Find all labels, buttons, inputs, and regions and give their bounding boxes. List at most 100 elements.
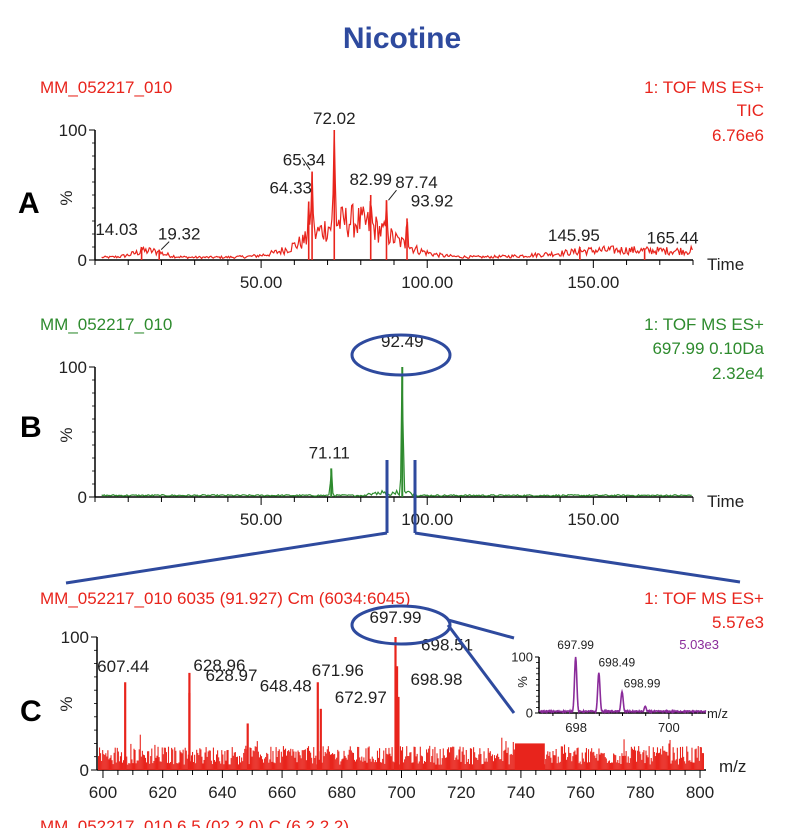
peak-label: 72.02 xyxy=(313,109,356,128)
panel-b-ylabel: % xyxy=(57,427,76,442)
x-tick-label: 660 xyxy=(268,783,296,802)
panel-a-xlabel: Time xyxy=(707,255,744,274)
leader-line xyxy=(388,189,397,201)
highlight-ellipse-697-99 xyxy=(350,604,452,646)
peak-label: 71.11 xyxy=(309,443,350,462)
panel-a-axes: 50.00 100.00 150.00 0 100 xyxy=(59,121,694,292)
inset-ylabel: % xyxy=(515,676,530,688)
panel-c-header-right-2: 5.57e3 xyxy=(712,613,764,632)
panel-a-ylabel: % xyxy=(57,190,76,205)
footer-fragment: MM_052217_010 6 5 (02 2 0) C (6 2 2 2) xyxy=(40,817,349,828)
leader-line xyxy=(301,157,311,170)
x-tick-label: 800 xyxy=(686,783,714,802)
panel-a-header-right-1: 1: TOF MS ES+ xyxy=(644,78,764,97)
panel-a-header-right-3: 6.76e6 xyxy=(712,126,764,145)
panel-c-ylabel: % xyxy=(57,696,76,711)
peak-label: 698.98 xyxy=(410,670,462,689)
highlight-ellipse-92-49 xyxy=(350,333,452,377)
y-tick-label: 0 xyxy=(80,761,89,780)
panel-a-trace xyxy=(101,130,693,260)
peak-label: 697.99 xyxy=(557,638,594,652)
peak-label: 698.49 xyxy=(598,656,635,670)
inset-peak-labels: 697.99 698.49 698.99 xyxy=(557,638,660,691)
panel-a-letter: A xyxy=(18,187,40,220)
peak-label: 671.96 xyxy=(312,661,364,680)
panel-c-trace xyxy=(97,637,705,770)
pointer-line-lower xyxy=(446,624,516,714)
zoom-line-left xyxy=(65,531,388,585)
inset-header-right: 5.03e3 xyxy=(679,637,719,652)
panel-b-axes: 50.00 100.00 150.00 0 100 xyxy=(59,358,694,529)
peak-label: 628.97 xyxy=(205,666,257,685)
peak-label: 672.97 xyxy=(335,688,387,707)
peak-label: 607.44 xyxy=(97,657,149,676)
panel-b-header-right-2: 697.99 0.10Da xyxy=(652,339,764,358)
peak-label: 87.74 xyxy=(395,173,438,192)
peak-label: 698.51 xyxy=(421,635,473,654)
zoom-connector xyxy=(65,460,741,585)
x-tick-label: 150.00 xyxy=(567,510,619,529)
peak-label: 165.44 xyxy=(647,229,699,248)
panel-b-header-right-3: 2.32e4 xyxy=(712,364,764,383)
panel-b-trace xyxy=(101,367,692,498)
panel-c-inset-isotope-pattern: 5.03e3 % m/z 698 700 0 100 697.99 698.49 698.… xyxy=(511,637,728,735)
panel-a-header-left: MM_052217_010 xyxy=(40,78,172,97)
y-tick-label: 100 xyxy=(61,628,89,647)
inset-xlabel: m/z xyxy=(707,706,728,721)
peak-label: 698.99 xyxy=(624,677,661,691)
isotope-trace-line xyxy=(538,656,707,715)
x-tick-label: 680 xyxy=(328,783,356,802)
x-tick-label: 780 xyxy=(626,783,654,802)
panel-c-header-right-1: 1: TOF MS ES+ xyxy=(644,589,764,608)
peak-label: 82.99 xyxy=(349,170,392,189)
y-tick-label: 100 xyxy=(511,650,533,665)
eic-trace-line xyxy=(101,375,692,498)
peak-label: 697.99 xyxy=(369,608,421,627)
peak-label: 93.92 xyxy=(411,191,454,210)
x-tick-label: 100.00 xyxy=(401,510,453,529)
noise-block xyxy=(514,743,545,770)
y-tick-label: 0 xyxy=(78,251,87,270)
highlight-annotations xyxy=(350,333,516,714)
x-tick-label: 760 xyxy=(566,783,594,802)
inset-trace xyxy=(538,656,707,715)
peak-label: 648.48 xyxy=(260,676,312,695)
y-tick-label: 100 xyxy=(59,121,87,140)
peak-label: 19.32 xyxy=(158,225,201,244)
x-tick-label: 50.00 xyxy=(240,510,283,529)
panel-c-axes: 600 620 640 660 680 700 720 740 760 780 800 0 100 xyxy=(61,628,715,802)
panel-a-tic-chromatogram: A MM_052217_010 1: TOF MS ES+ TIC 6.76e6… xyxy=(18,78,764,292)
x-tick-label: 100.00 xyxy=(401,273,453,292)
x-tick-label: 600 xyxy=(89,783,117,802)
panel-b-header-left: MM_052217_010 xyxy=(40,315,172,334)
peak-label: 628.96 xyxy=(193,656,245,675)
peak-label: 14.03 xyxy=(95,220,138,239)
x-tick-label: 640 xyxy=(208,783,236,802)
tic-trace-line xyxy=(101,130,693,260)
panel-a-header-right-2: TIC xyxy=(737,101,764,120)
panel-c-header-left: MM_052217_010 6035 (91.927) Cm (6034:604… xyxy=(40,589,410,608)
zoom-line-right xyxy=(414,531,741,584)
y-tick-label: 0 xyxy=(526,706,533,721)
panel-b-xlabel: Time xyxy=(707,492,744,511)
x-tick-label: 620 xyxy=(148,783,176,802)
pointer-line-upper xyxy=(447,618,515,640)
figure-title: Nicotine xyxy=(343,22,461,55)
y-tick-label: 0 xyxy=(78,488,87,507)
x-tick-label: 50.00 xyxy=(240,273,283,292)
x-tick-label: 700 xyxy=(387,783,415,802)
panel-c-letter: C xyxy=(20,695,42,728)
panel-b-letter: B xyxy=(20,411,42,444)
panel-a-peak-labels: 14.0319.3264.3365.3472.0282.9987.7493.92… xyxy=(95,109,699,250)
x-tick-label: 150.00 xyxy=(567,273,619,292)
y-tick-label: 100 xyxy=(59,358,87,377)
panel-b-header-right-1: 1: TOF MS ES+ xyxy=(644,315,764,334)
x-tick-label: 700 xyxy=(658,720,680,735)
leader-line xyxy=(160,241,170,250)
panel-b-extracted-ion-chromatogram: B MM_052217_010 1: TOF MS ES+ 697.99 0.1… xyxy=(20,315,765,529)
x-tick-label: 740 xyxy=(507,783,535,802)
panel-c-mass-spectrum: C MM_052217_010 6035 (91.927) Cm (6034:6… xyxy=(20,589,764,802)
